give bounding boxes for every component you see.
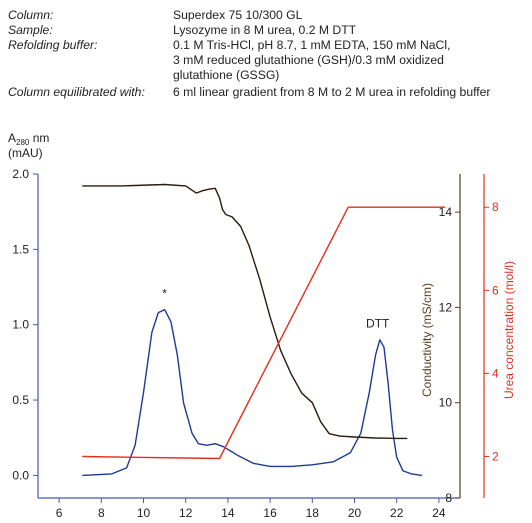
x-tick-label: 18 (306, 506, 320, 520)
absorbance-line (82, 308, 423, 477)
absorbance-tick-label: 0.0 (12, 468, 29, 482)
x-tick-label: 8 (98, 506, 105, 520)
conductivity-line (82, 183, 408, 440)
conductivity-tick-label: 12 (439, 300, 453, 314)
absorbance-tick-label: 0.5 (12, 393, 29, 407)
x-tick-label: 10 (137, 506, 151, 520)
conductivity-tick-label: 14 (439, 205, 453, 219)
absorbance-axis-title: A280 nm (8, 131, 49, 147)
urea-tick-label: 4 (492, 366, 499, 380)
x-tick-label: 12 (179, 506, 193, 520)
info-value: 3 mM reduced glutathione (GSH)/0.3 mM ox… (173, 53, 444, 67)
urea-tick-label: 6 (492, 283, 499, 297)
urea-tick-label: 8 (492, 200, 499, 214)
info-value: 0.1 M Tris-HCl, pH 8.7, 1 mM EDTA, 150 m… (173, 38, 451, 52)
info-value: 6 ml linear gradient from 8 M to 2 M ure… (173, 85, 491, 99)
conductivity-axis-title: Conductivity (mS/cm) (420, 283, 434, 397)
x-tick-label: 14 (221, 506, 235, 520)
peak-marker-asterisk: * (162, 287, 167, 301)
x-tick-label: 16 (263, 506, 277, 520)
info-value: glutathione (GSSG) (173, 68, 280, 82)
conductivity-tick-label: 10 (439, 396, 453, 410)
urea-gradient-line (82, 206, 446, 460)
info-key: Refolding buffer: (8, 38, 98, 52)
x-tick-label: 20 (348, 506, 362, 520)
x-tick-label: 6 (56, 506, 63, 520)
urea-axis-title: Urea concentration (mol/l) (502, 261, 516, 399)
peak-label-dtt: DTT (366, 317, 390, 331)
absorbance-tick-label: 1.0 (12, 318, 29, 332)
info-key: Sample: (8, 23, 53, 37)
urea-tick-label: 2 (492, 449, 499, 463)
info-key: Column equilibrated with: (8, 85, 145, 99)
x-tick-label: 24 (432, 506, 446, 520)
absorbance-tick-label: 2.0 (12, 167, 29, 181)
info-key: Column: (8, 8, 54, 22)
info-value: Lysozyme in 8 M urea, 0.2 M DTT (173, 23, 357, 37)
absorbance-tick-label: 1.5 (12, 242, 29, 256)
x-tick-label: 22 (390, 506, 404, 520)
conductivity-tick-label: 8 (445, 491, 452, 505)
absorbance-axis-unit: (mAU) (8, 146, 43, 160)
info-value: Superdex 75 10/300 GL (173, 8, 303, 22)
